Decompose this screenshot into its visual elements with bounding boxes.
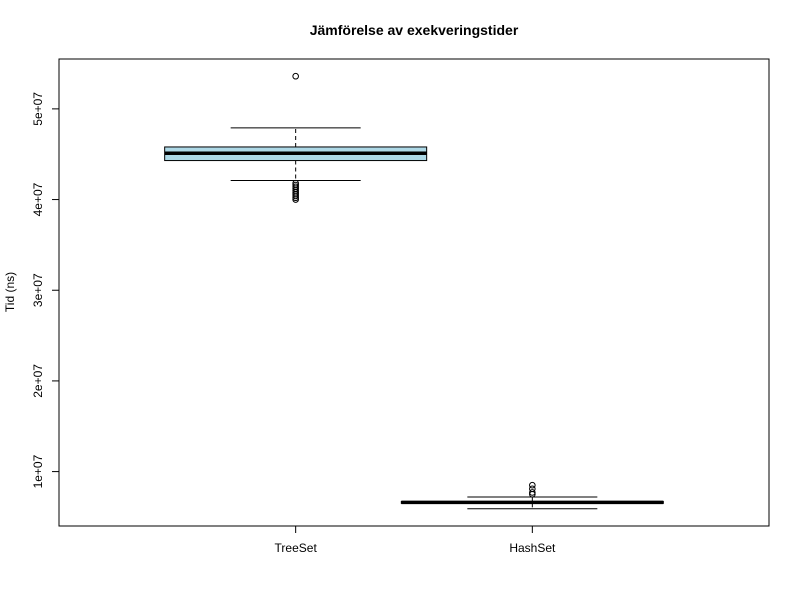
y-tick-label: 4e+07	[31, 182, 45, 216]
outlier-point	[529, 489, 536, 496]
y-tick-label: 3e+07	[31, 273, 45, 307]
y-tick-label: 5e+07	[31, 92, 45, 126]
boxes	[164, 72, 664, 510]
y-axis: 1e+07 2e+07 3e+07 4e+07 5e+07	[31, 92, 60, 488]
y-tick-label: 1e+07	[31, 454, 45, 488]
outlier-point	[292, 72, 299, 80]
y-axis-label: Tid (ns)	[3, 272, 17, 312]
x-axis: TreeSet HashSet	[275, 525, 556, 555]
plot-area	[58, 58, 770, 527]
outlier-point	[529, 481, 536, 489]
box-group	[164, 72, 428, 203]
outlier-point	[292, 194, 299, 202]
box-group	[400, 481, 664, 510]
outlier-point	[292, 192, 299, 200]
x-tick-label: TreeSet	[275, 541, 318, 555]
outlier-point	[292, 196, 299, 203]
x-tick-label: HashSet	[509, 541, 556, 555]
outlier-point	[529, 485, 536, 493]
chart-title: Jämförelse av exekveringstider	[310, 22, 519, 38]
y-tick-label: 2e+07	[31, 364, 45, 398]
